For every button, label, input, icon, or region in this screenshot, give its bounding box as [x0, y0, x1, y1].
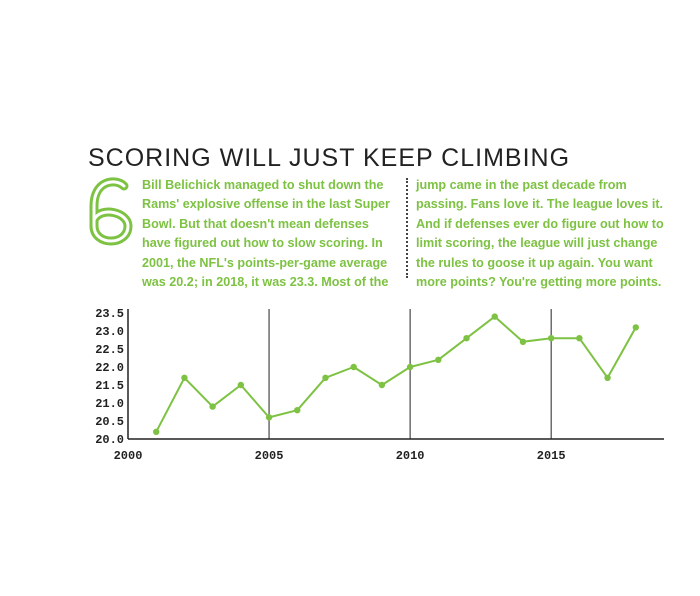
x-tick-label: 2005	[255, 449, 284, 463]
body-line: jump came in the past decade from	[416, 178, 627, 192]
data-point	[265, 414, 273, 421]
y-tick-label: 20.5	[95, 415, 124, 429]
article-body-column-2: jump came in the past decade from passin…	[416, 176, 666, 292]
data-point	[519, 338, 527, 345]
body-line: more points? You're getting more points.	[416, 275, 662, 290]
body-line: limit scoring, the league will just chan…	[416, 236, 658, 251]
article-title: SCORING WILL JUST KEEP CLIMBING	[88, 144, 571, 172]
body-line: the rules to goose it up again. You want	[416, 255, 653, 270]
series-line	[155, 315, 637, 433]
data-point	[491, 313, 498, 320]
y-tick-label: 21.0	[95, 397, 124, 411]
body-line: Bill Belichick managed to shut down the	[142, 178, 384, 192]
body-line: was 20.2; in 2018, it was 23.3. Most of …	[142, 275, 389, 290]
data-point	[604, 374, 611, 381]
body-line: Rams' explosive offense in the last Supe…	[142, 197, 390, 212]
data-point	[435, 356, 442, 363]
body-line: Bowl. But that doesn't mean defenses	[142, 216, 369, 231]
x-tick-label: 2015	[537, 449, 566, 463]
feature-number-text: 6	[111, 219, 112, 221]
data-point	[181, 374, 188, 381]
data-point	[378, 381, 386, 389]
data-point	[350, 363, 357, 371]
data-point	[406, 363, 414, 371]
data-point	[463, 335, 470, 342]
x-tick-label: 2010	[396, 449, 425, 463]
data-point	[547, 335, 555, 342]
y-tick-label: 23.0	[95, 325, 124, 339]
body-line: And if defenses ever do figure out how t…	[416, 216, 664, 231]
column-divider	[406, 178, 408, 278]
data-point	[209, 403, 216, 410]
y-tick-label: 20.0	[95, 433, 124, 447]
x-tick-label: 2000	[114, 449, 143, 463]
data-point	[237, 381, 245, 389]
data-point	[294, 407, 301, 414]
y-tick-label: 22.5	[95, 343, 124, 357]
y-tick-label: 23.5	[95, 307, 124, 321]
data-point	[576, 335, 583, 342]
y-tick-label: 21.5	[95, 379, 124, 393]
article-body-column-1: Bill Belichick managed to shut down the …	[142, 176, 397, 292]
data-point	[322, 374, 329, 381]
points-per-game-line-chart: 20.0 20.5 21.0 21.5 22.0 22.5 23.0 23.5 2000 2005…	[95, 307, 664, 463]
body-line: passing. Fans love it. The league loves …	[416, 197, 664, 212]
body-line: 2001, the NFL's points-per-game average	[142, 255, 388, 270]
body-line: have figured out how to slow scoring. In	[142, 236, 383, 251]
y-tick-label: 22.0	[95, 361, 124, 375]
feature-number-6: 6	[89, 177, 133, 246]
data-point	[632, 324, 639, 331]
data-point	[153, 428, 160, 435]
